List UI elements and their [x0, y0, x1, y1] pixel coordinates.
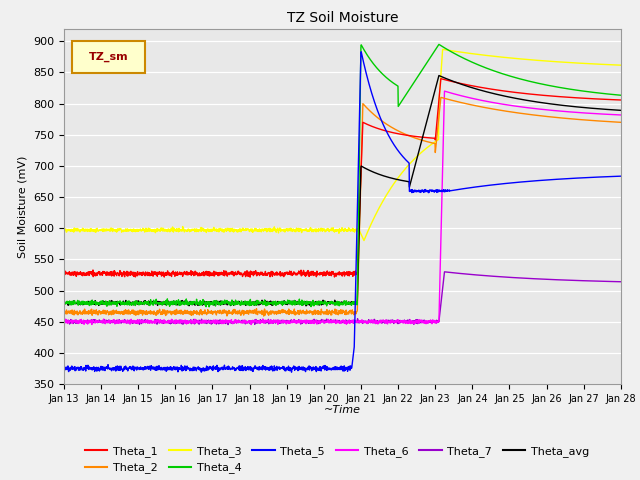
- Theta_1: [437, 76, 445, 82]
- Theta_4: [331, 300, 339, 306]
- Theta_avg: [88, 299, 96, 305]
- Theta_7: [88, 320, 96, 326]
- Theta_1: [602, 96, 609, 102]
- Theta_4: [205, 304, 213, 310]
- Theta_3: [439, 47, 447, 52]
- Theta_2: [331, 309, 339, 314]
- Theta_5: [601, 174, 609, 180]
- Theta_4: [435, 41, 443, 47]
- Theta_2: [499, 108, 506, 113]
- Theta_5: [88, 367, 96, 372]
- Theta_6: [602, 111, 609, 117]
- Theta_2: [437, 95, 445, 100]
- Line: Theta_6: Theta_6: [64, 91, 621, 324]
- Theta_avg: [499, 93, 507, 98]
- Theta_3: [602, 61, 609, 67]
- Theta_avg: [617, 108, 625, 113]
- Line: Theta_2: Theta_2: [64, 97, 621, 317]
- Theta_6: [601, 111, 609, 117]
- Theta_5: [499, 181, 507, 187]
- Theta_5: [288, 369, 296, 375]
- Theta_3: [60, 229, 68, 235]
- Theta_7: [224, 322, 232, 327]
- Theta_4: [499, 71, 507, 77]
- Theta_5: [357, 49, 365, 55]
- Theta_avg: [331, 302, 339, 308]
- Theta_4: [601, 91, 609, 96]
- Theta_1: [617, 97, 625, 103]
- Line: Theta_3: Theta_3: [64, 49, 621, 240]
- Theta_7: [60, 317, 68, 323]
- Theta_avg: [316, 300, 324, 306]
- FancyBboxPatch shape: [72, 41, 145, 73]
- Theta_3: [601, 61, 609, 67]
- Theta_6: [617, 112, 625, 118]
- Theta_2: [60, 314, 68, 320]
- Theta_7: [316, 320, 324, 326]
- Theta_avg: [435, 72, 443, 78]
- Theta_2: [617, 120, 625, 125]
- Line: Theta_7: Theta_7: [64, 272, 621, 324]
- Theta_1: [601, 96, 609, 102]
- Theta_1: [331, 270, 339, 276]
- Theta_7: [499, 274, 507, 280]
- Theta_6: [247, 322, 255, 327]
- Theta_6: [316, 319, 324, 325]
- Theta_7: [617, 279, 625, 285]
- Theta_6: [441, 88, 449, 94]
- Theta_7: [331, 317, 339, 323]
- Theta_avg: [60, 299, 68, 305]
- Theta_avg: [302, 303, 310, 309]
- Theta_4: [60, 299, 68, 305]
- Theta_2: [601, 119, 609, 124]
- Theta_5: [316, 364, 324, 370]
- Legend: Theta_1, Theta_2, Theta_3, Theta_4, Theta_5, Theta_6, Theta_7, Theta_avg: Theta_1, Theta_2, Theta_3, Theta_4, Thet…: [81, 442, 593, 478]
- Theta_4: [316, 302, 324, 308]
- Theta_1: [499, 88, 507, 94]
- Theta_4: [88, 300, 96, 305]
- Theta_1: [60, 271, 68, 277]
- Theta_avg: [601, 107, 609, 112]
- Theta_5: [602, 174, 609, 180]
- Line: Theta_5: Theta_5: [64, 52, 621, 372]
- Theta_avg: [602, 107, 609, 112]
- Theta_2: [316, 309, 324, 314]
- Theta_7: [601, 278, 609, 284]
- Theta_3: [331, 228, 339, 233]
- Theta_5: [331, 367, 339, 372]
- Theta_6: [331, 319, 339, 325]
- Theta_4: [617, 92, 625, 98]
- Theta_4: [602, 91, 609, 96]
- Line: Theta_avg: Theta_avg: [64, 75, 621, 306]
- Theta_2: [88, 309, 96, 315]
- Theta_3: [617, 62, 625, 68]
- Theta_3: [360, 238, 368, 243]
- Theta_1: [316, 271, 324, 277]
- Theta_6: [499, 101, 507, 107]
- Theta_7: [602, 278, 609, 284]
- Y-axis label: Soil Moisture (mV): Soil Moisture (mV): [17, 155, 28, 258]
- Line: Theta_1: Theta_1: [64, 79, 621, 277]
- Theta_3: [499, 54, 507, 60]
- Theta_6: [88, 317, 96, 323]
- Theta_7: [441, 269, 449, 275]
- Theta_5: [617, 173, 625, 179]
- Theta_1: [88, 272, 96, 278]
- Theta_1: [246, 274, 254, 280]
- Theta_6: [60, 318, 68, 324]
- Theta_3: [316, 227, 324, 232]
- Theta_2: [601, 119, 609, 124]
- X-axis label: ~Time: ~Time: [324, 405, 361, 415]
- Title: TZ Soil Moisture: TZ Soil Moisture: [287, 11, 398, 25]
- Text: TZ_sm: TZ_sm: [89, 52, 129, 62]
- Line: Theta_4: Theta_4: [64, 44, 621, 307]
- Theta_3: [88, 227, 96, 233]
- Theta_5: [60, 366, 68, 372]
